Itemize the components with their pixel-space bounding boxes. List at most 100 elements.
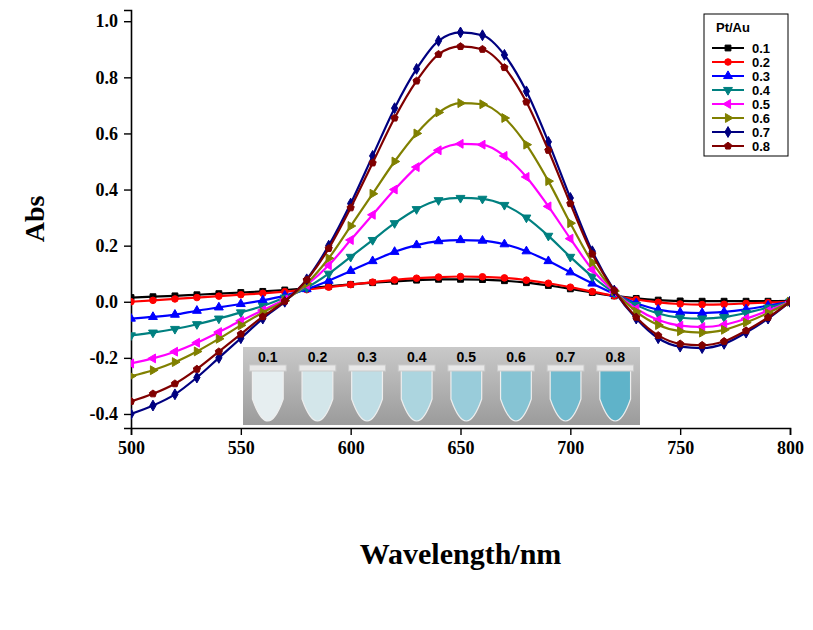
y-tick-mark <box>124 21 131 22</box>
x-axis-title: Wavelength/nm <box>360 537 562 570</box>
series-marker <box>194 347 202 356</box>
series-marker <box>566 254 575 262</box>
series-marker <box>787 296 790 307</box>
series-marker <box>325 284 332 291</box>
series-marker <box>721 338 728 345</box>
series-marker <box>214 302 223 310</box>
series-marker <box>131 409 134 420</box>
series-marker <box>237 330 244 337</box>
x-tick: 800 <box>777 428 804 458</box>
legend-entry: 0.6 <box>712 111 770 126</box>
legend-frame <box>704 14 788 156</box>
tube-cap <box>249 365 286 371</box>
series-marker <box>523 98 530 105</box>
y-axis-line <box>124 11 132 429</box>
series-marker <box>457 273 464 280</box>
series-line <box>131 198 790 335</box>
y-axis-title: Abs <box>19 196 50 243</box>
series-marker <box>501 64 508 71</box>
series-marker <box>348 281 354 287</box>
series-marker <box>611 287 618 294</box>
y-tick-label: -0.2 <box>90 348 119 368</box>
series-marker <box>786 298 790 305</box>
y-tick: 0.8 <box>96 68 132 88</box>
series-marker <box>259 313 266 320</box>
y-tick-mark <box>124 245 131 246</box>
tube <box>302 369 333 421</box>
series-marker <box>435 51 442 58</box>
series-marker <box>170 347 178 356</box>
series-marker <box>171 326 180 334</box>
series-marker <box>131 313 135 321</box>
y-tick-mark <box>124 189 131 190</box>
series-marker <box>390 247 399 255</box>
series-marker <box>633 313 639 324</box>
series-marker <box>523 277 530 284</box>
y-tick: 0.0 <box>96 292 132 312</box>
series-marker <box>131 359 134 368</box>
tube-label: 0.2 <box>308 349 328 365</box>
series-marker <box>236 299 245 307</box>
series-marker <box>131 372 136 381</box>
inset-background <box>243 347 640 425</box>
tube-cap <box>349 365 386 371</box>
series-marker <box>698 316 707 324</box>
series-marker <box>149 390 156 397</box>
legend-entry: 0.2 <box>712 55 770 70</box>
series-marker <box>413 275 420 282</box>
series-marker <box>435 274 442 281</box>
series-marker <box>699 341 706 348</box>
x-tick: 600 <box>338 428 365 458</box>
series-marker <box>131 398 135 405</box>
tube <box>401 369 432 421</box>
series-marker <box>721 338 727 349</box>
legend-marker <box>725 45 731 51</box>
data-area <box>131 27 790 419</box>
series-marker <box>368 237 377 245</box>
series-marker <box>411 163 419 172</box>
legend-label: 0.3 <box>752 69 770 84</box>
series-marker <box>479 30 485 41</box>
series-marker <box>720 307 729 315</box>
series-marker <box>192 322 201 330</box>
y-tick-label: 0.8 <box>96 68 119 88</box>
series-marker <box>743 327 749 338</box>
series-marker <box>368 210 376 219</box>
series-marker <box>392 157 400 166</box>
series-marker <box>434 236 443 244</box>
series-marker <box>478 235 487 243</box>
series-line <box>131 144 790 364</box>
x-tick-mark <box>460 428 461 435</box>
series-marker <box>216 293 223 300</box>
series-marker <box>150 400 156 411</box>
legend-entry: 0.3 <box>712 69 770 84</box>
series-marker <box>567 200 574 207</box>
legend: Pt/Au0.10.20.30.40.50.60.70.8 <box>704 14 788 156</box>
series-marker <box>347 204 354 211</box>
legend-label: 0.4 <box>752 83 771 98</box>
series-marker <box>589 288 596 295</box>
legend-marker <box>725 59 732 66</box>
series-marker <box>676 307 685 315</box>
tube-label: 0.3 <box>357 349 377 365</box>
x-tick: 700 <box>557 428 584 458</box>
tube-label: 0.5 <box>457 349 477 365</box>
y-tick-label: 1.0 <box>96 11 119 31</box>
tube-cap <box>498 365 535 371</box>
tube-cap <box>547 365 584 371</box>
legend-entry: 0.8 <box>712 139 770 154</box>
x-tick: 750 <box>667 428 694 458</box>
tube <box>501 369 532 421</box>
legend-marker <box>723 100 731 109</box>
series-marker <box>258 295 267 303</box>
y-tick-mark <box>124 358 131 359</box>
series-marker <box>544 256 553 264</box>
tube-cap <box>597 365 634 371</box>
series-marker <box>765 313 771 324</box>
series-marker <box>655 332 662 339</box>
x-tick-label: 550 <box>228 438 255 458</box>
x-tick: 550 <box>228 428 255 458</box>
legend-title: Pt/Au <box>716 20 750 35</box>
legend-label: 0.5 <box>752 97 770 112</box>
series-marker <box>698 308 707 316</box>
